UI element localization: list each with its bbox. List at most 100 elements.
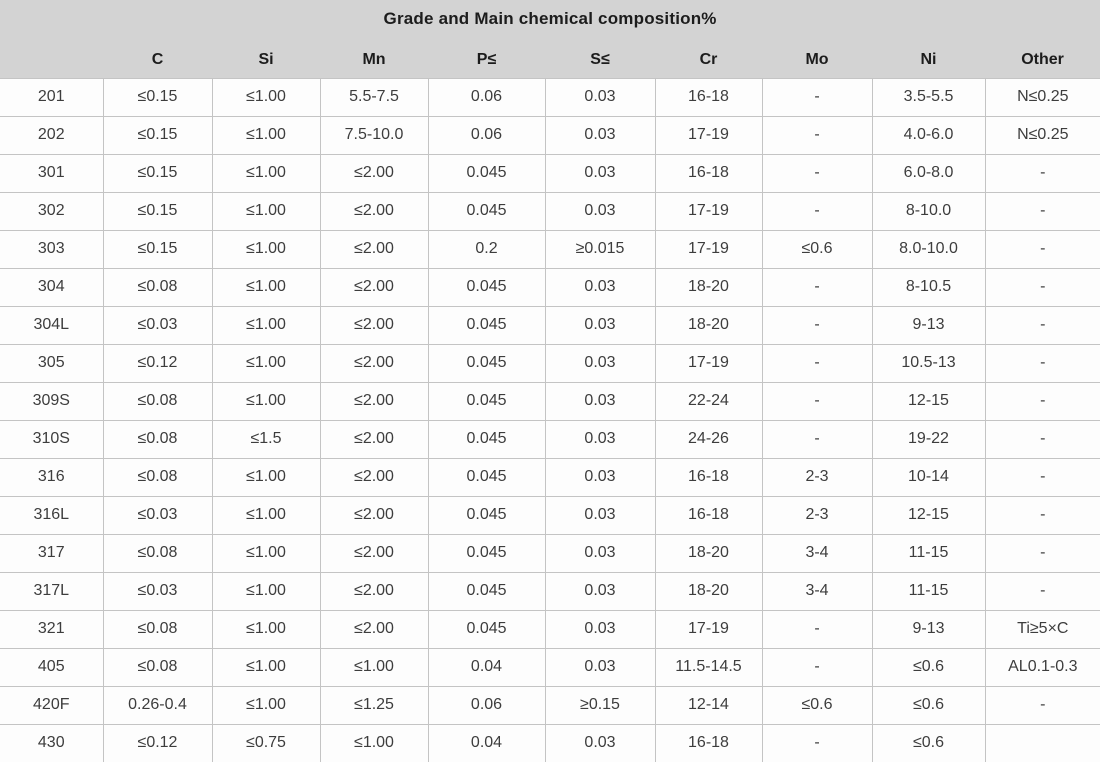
value-cell: ≤2.00 xyxy=(319,571,429,611)
grade-cell: 405 xyxy=(0,647,104,687)
grade-cell: 304L xyxy=(0,305,104,345)
grade-cell: 309S xyxy=(0,381,104,421)
value-cell: 22-24 xyxy=(654,381,763,421)
value-cell: ≤0.15 xyxy=(102,153,213,193)
value-cell: ≤0.08 xyxy=(102,609,213,649)
value-cell: 11-15 xyxy=(871,533,986,573)
value-cell: ≤0.08 xyxy=(102,419,213,459)
value-cell: ≤0.15 xyxy=(102,115,213,155)
value-cell: - xyxy=(761,153,873,193)
value-cell: ≥0.015 xyxy=(544,229,656,269)
value-cell: - xyxy=(984,305,1100,345)
value-cell: AL0.1-0.3 xyxy=(984,647,1100,687)
value-cell: ≤1.00 xyxy=(211,533,321,573)
value-cell: 8-10.5 xyxy=(871,267,986,307)
value-cell: 0.26-0.4 xyxy=(102,685,213,725)
value-cell: ≤2.00 xyxy=(319,495,429,535)
value-cell: 16-18 xyxy=(654,457,763,497)
value-cell: ≤0.03 xyxy=(102,571,213,611)
value-cell: ≤0.08 xyxy=(102,533,213,573)
grade-cell: 310S xyxy=(0,419,104,459)
value-cell: 16-18 xyxy=(654,77,763,117)
value-cell: 17-19 xyxy=(654,229,763,269)
value-cell: ≤1.00 xyxy=(211,305,321,345)
value-cell xyxy=(984,723,1100,762)
grade-cell: 316 xyxy=(0,457,104,497)
value-cell: 10.5-13 xyxy=(871,343,986,383)
value-cell: ≤1.00 xyxy=(211,191,321,231)
value-cell: - xyxy=(761,419,873,459)
value-cell: ≤0.08 xyxy=(102,457,213,497)
value-cell: 12-14 xyxy=(654,685,763,725)
value-cell: ≤0.6 xyxy=(871,685,986,725)
value-cell: 8-10.0 xyxy=(871,191,986,231)
value-cell: 12-15 xyxy=(871,495,986,535)
value-cell: ≤2.00 xyxy=(319,419,429,459)
value-cell: ≤2.00 xyxy=(319,533,429,573)
value-cell: - xyxy=(761,305,873,345)
value-cell: ≤1.00 xyxy=(211,229,321,269)
table-row: 317 ≤0.08 ≤1.00 ≤2.00 0.045 0.03 18-20 3-4 11-15… xyxy=(0,533,1100,573)
table-row: 316L ≤0.03 ≤1.00 ≤2.00 0.045 0.03 16-18 2-3 12-1… xyxy=(0,495,1100,535)
value-cell: - xyxy=(761,191,873,231)
value-cell: ≤0.08 xyxy=(102,267,213,307)
column-header-ni: Ni xyxy=(872,38,985,78)
value-cell: - xyxy=(761,647,873,687)
value-cell: ≤0.15 xyxy=(102,191,213,231)
value-cell: - xyxy=(984,419,1100,459)
value-cell: 0.045 xyxy=(427,457,546,497)
table-row: 304L ≤0.03 ≤1.00 ≤2.00 0.045 0.03 18-20-9-13- xyxy=(0,305,1100,345)
value-cell: 0.03 xyxy=(544,381,656,421)
value-cell: ≤0.03 xyxy=(102,305,213,345)
table-row: 316 ≤0.08 ≤1.00 ≤2.00 0.045 0.03 16-18 2-3 10-14… xyxy=(0,457,1100,497)
value-cell: 0.045 xyxy=(427,419,546,459)
value-cell: ≤2.00 xyxy=(319,229,429,269)
column-header-c: C xyxy=(103,38,212,78)
value-cell: ≤2.00 xyxy=(319,343,429,383)
value-cell: ≤1.00 xyxy=(211,153,321,193)
table-header: Grade and Main chemical composition% C Si… xyxy=(0,0,1100,78)
value-cell: ≤0.75 xyxy=(211,723,321,762)
value-cell: 0.03 xyxy=(544,115,656,155)
column-header-mn: Mn xyxy=(320,38,428,78)
value-cell: 0.03 xyxy=(544,153,656,193)
value-cell: 19-22 xyxy=(871,419,986,459)
value-cell: 0.03 xyxy=(544,457,656,497)
value-cell: ≤1.5 xyxy=(211,419,321,459)
value-cell: - xyxy=(984,457,1100,497)
value-cell: 0.045 xyxy=(427,305,546,345)
column-header-si: Si xyxy=(212,38,320,78)
value-cell: ≤0.03 xyxy=(102,495,213,535)
value-cell: 11.5-14.5 xyxy=(654,647,763,687)
value-cell: 9-13 xyxy=(871,609,986,649)
value-cell: 16-18 xyxy=(654,153,763,193)
value-cell: ≤0.12 xyxy=(102,723,213,762)
value-cell: 17-19 xyxy=(654,609,763,649)
value-cell: 16-18 xyxy=(654,723,763,762)
table-row: 302 ≤0.15 ≤1.00 ≤2.00 0.045 0.03 17-19-8-10.0- xyxy=(0,191,1100,231)
value-cell: ≤0.15 xyxy=(102,229,213,269)
value-cell: 4.0-6.0 xyxy=(871,115,986,155)
value-cell: - xyxy=(984,191,1100,231)
table-row: 405 ≤0.08 ≤1.00 ≤1.00 0.04 0.03 11.5-14.5- ≤0.6… xyxy=(0,647,1100,687)
value-cell: - xyxy=(761,77,873,117)
value-cell: ≤1.00 xyxy=(211,381,321,421)
value-cell: 0.03 xyxy=(544,305,656,345)
value-cell: 24-26 xyxy=(654,419,763,459)
value-cell: 17-19 xyxy=(654,343,763,383)
table-row: 304 ≤0.08 ≤1.00 ≤2.00 0.045 0.03 18-20-8-10.5- xyxy=(0,267,1100,307)
value-cell: 12-15 xyxy=(871,381,986,421)
grade-cell: 305 xyxy=(0,343,104,383)
value-cell: - xyxy=(761,381,873,421)
value-cell: ≤2.00 xyxy=(319,457,429,497)
value-cell: ≤1.00 xyxy=(211,343,321,383)
value-cell: 0.03 xyxy=(544,609,656,649)
value-cell: ≤1.00 xyxy=(211,457,321,497)
value-cell: Ti≥5×C xyxy=(984,609,1100,649)
value-cell: 16-18 xyxy=(654,495,763,535)
value-cell: N≤0.25 xyxy=(984,77,1100,117)
table-row: 317L ≤0.03 ≤1.00 ≤2.00 0.045 0.03 18-20 3-4 11-1… xyxy=(0,571,1100,611)
table-row: 309S ≤0.08 ≤1.00 ≤2.00 0.045 0.03 22-24-12-15- xyxy=(0,381,1100,421)
value-cell: 0.06 xyxy=(427,77,546,117)
